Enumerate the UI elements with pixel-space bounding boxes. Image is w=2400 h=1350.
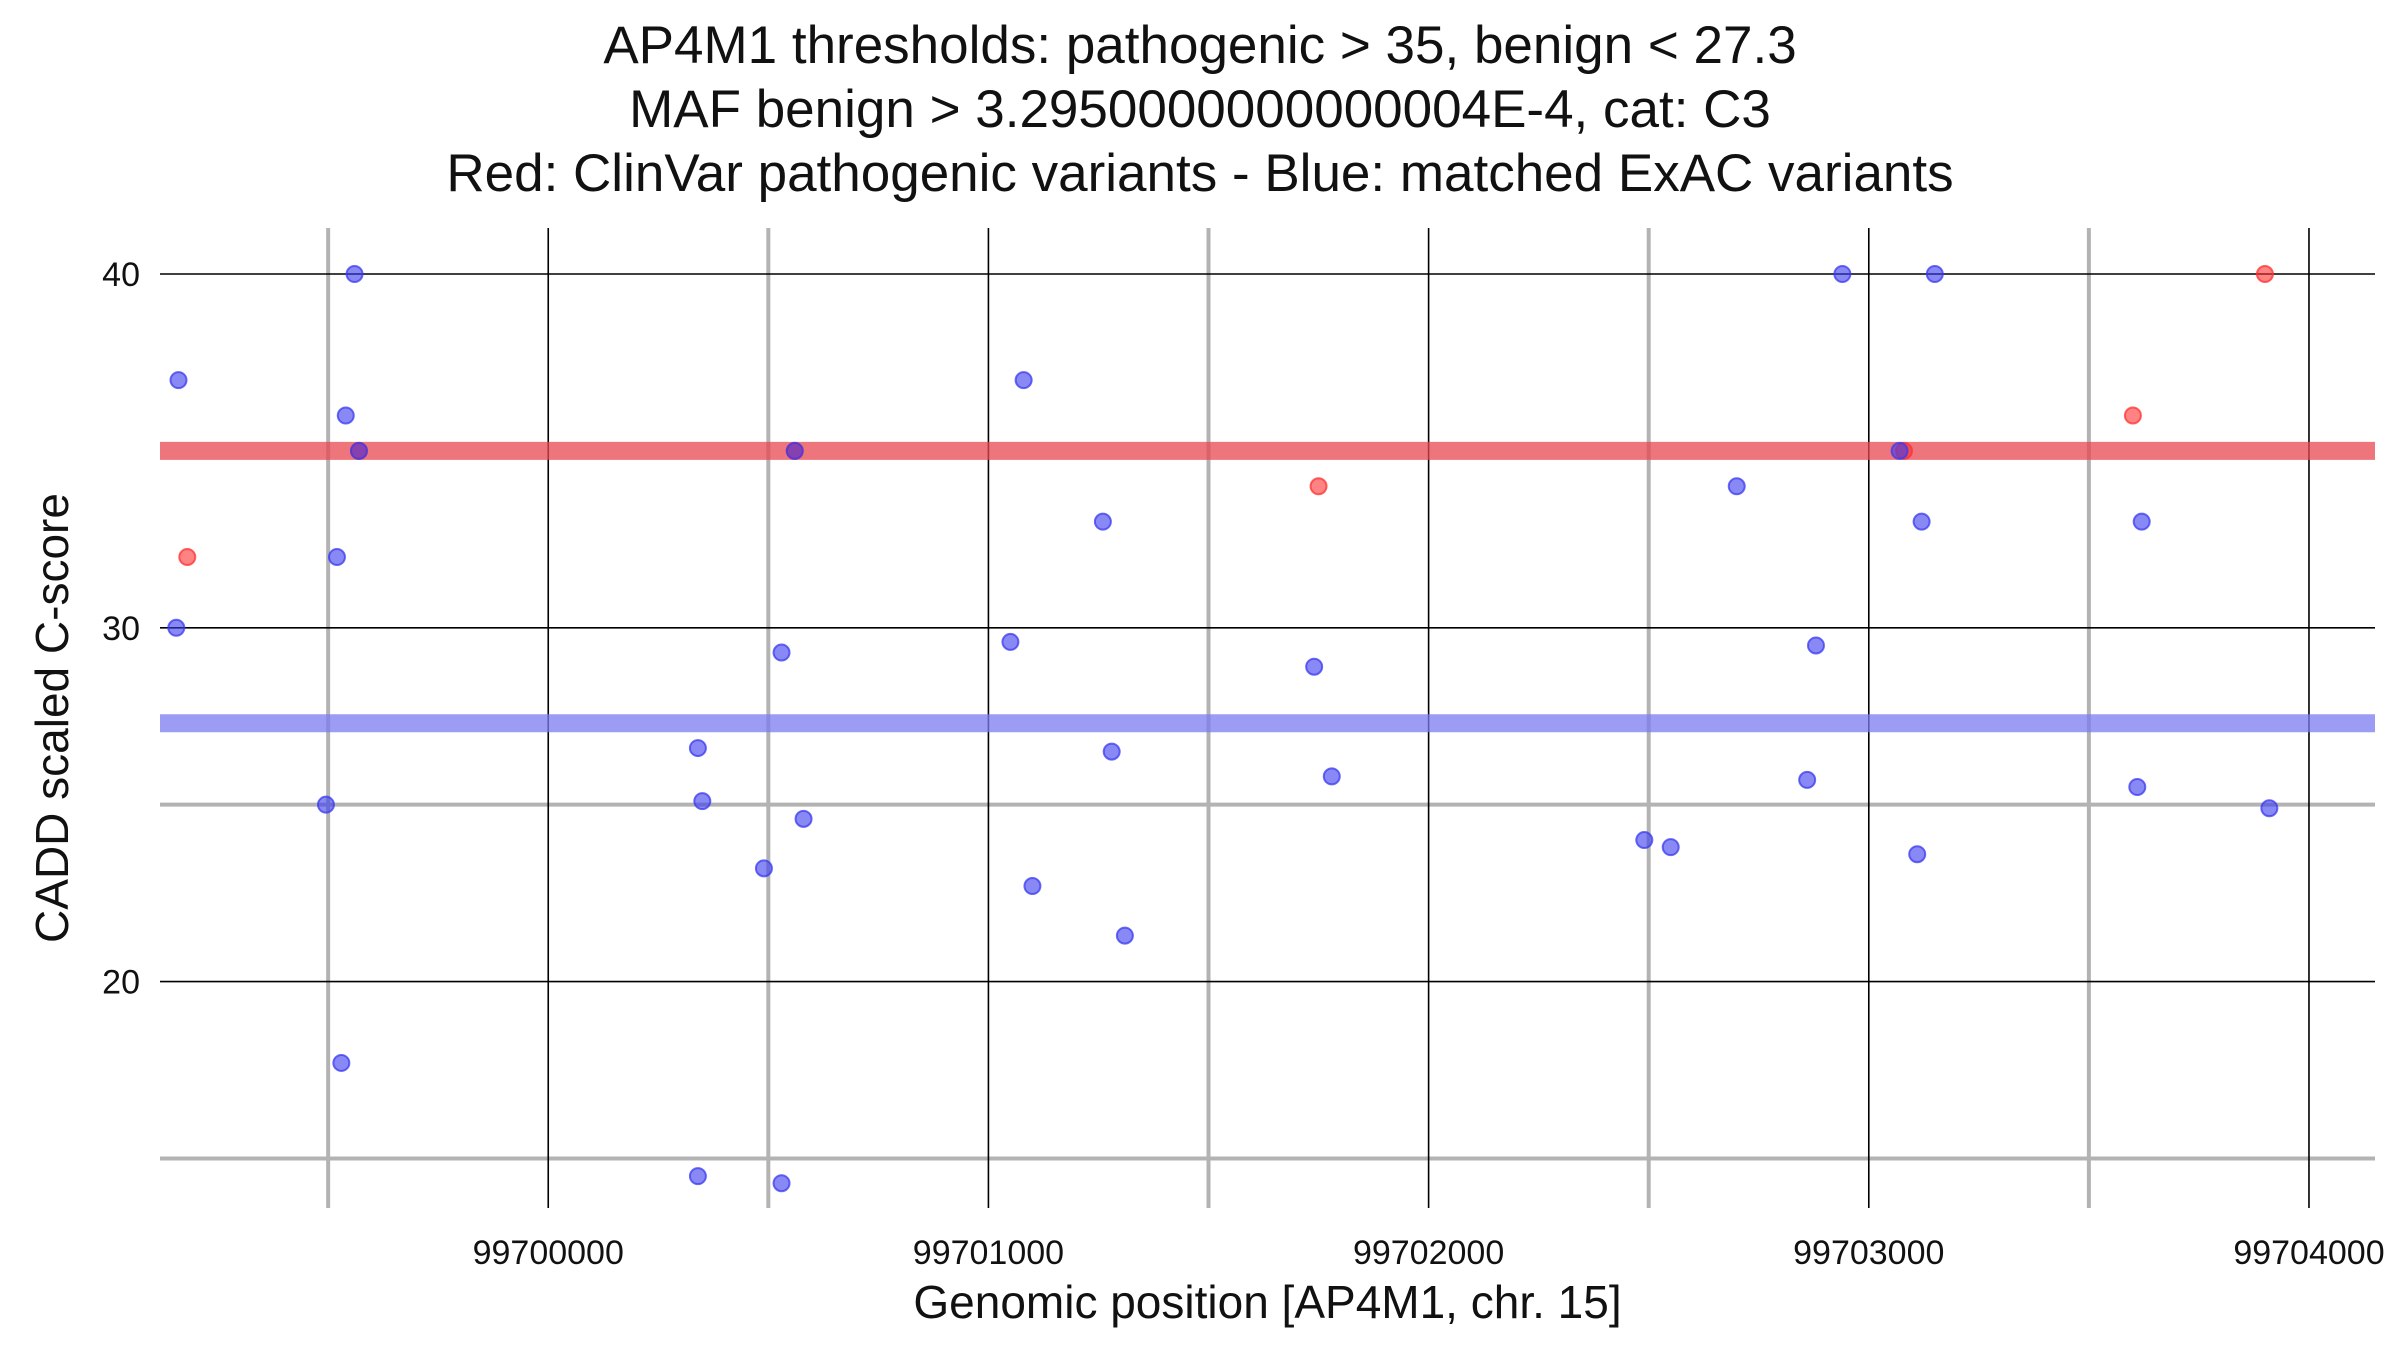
data-points xyxy=(167,264,2279,1193)
benign-point xyxy=(1305,657,1324,676)
y-tick-label: 40 xyxy=(102,256,140,294)
title-line-3: Red: ClinVar pathogenic variants - Blue:… xyxy=(446,144,1954,203)
benign-point xyxy=(693,792,712,811)
benign-point xyxy=(1798,770,1817,789)
y-axis-title: CADD scaled C-score xyxy=(26,493,78,943)
chart-title: AP4M1 thresholds: pathogenic > 35, benig… xyxy=(0,14,2400,206)
benign-point xyxy=(2128,777,2147,796)
benign-point xyxy=(1806,636,1825,655)
y-tick-label: 20 xyxy=(102,964,140,1002)
benign-point xyxy=(688,1167,707,1186)
pathogenic-point xyxy=(178,548,197,567)
benign-point xyxy=(349,441,368,460)
benign-point xyxy=(785,441,804,460)
benign-point xyxy=(332,1053,351,1072)
benign-point xyxy=(1322,767,1341,786)
benign-point xyxy=(316,795,335,814)
benign-point xyxy=(1890,441,1909,460)
threshold-lines xyxy=(160,441,2375,733)
x-tick-label: 99701000 xyxy=(913,1234,1064,1272)
title-line-1: AP4M1 thresholds: pathogenic > 35, benig… xyxy=(603,16,1797,75)
pathogenic-point xyxy=(1309,477,1328,496)
benign-point xyxy=(1014,371,1033,390)
benign-point xyxy=(1001,632,1020,651)
benign-point xyxy=(688,739,707,758)
benign-point xyxy=(327,548,346,567)
benign-point xyxy=(167,618,186,637)
x-tick-label: 99704000 xyxy=(2233,1234,2384,1272)
benign-point xyxy=(772,643,791,662)
x-tick-label: 99700000 xyxy=(473,1234,624,1272)
benign-point xyxy=(2260,799,2279,818)
pathogenic-point xyxy=(2255,264,2274,283)
pathogenic-point xyxy=(2123,406,2142,425)
benign-point xyxy=(336,406,355,425)
benign-point xyxy=(1635,831,1654,850)
benign-point xyxy=(1093,512,1112,531)
benign-point xyxy=(2132,512,2151,531)
x-tick-label: 99703000 xyxy=(1793,1234,1944,1272)
benign-point xyxy=(1833,264,1852,283)
benign-point xyxy=(169,371,188,390)
benign-point xyxy=(1912,512,1931,531)
benign-point xyxy=(1908,845,1927,864)
benign-point xyxy=(345,264,364,283)
benign-point xyxy=(772,1174,791,1193)
benign-point xyxy=(754,859,773,878)
title-line-2: MAF benign > 3.2950000000000004E-4, cat:… xyxy=(629,80,1771,139)
benign-point xyxy=(1661,838,1680,857)
y-axis-ticks: 20 30 40 xyxy=(102,256,140,1002)
benign-point xyxy=(1102,742,1121,761)
benign-point xyxy=(1023,877,1042,896)
benign-point xyxy=(1727,477,1746,496)
x-axis-title: Genomic position [AP4M1, chr. 15] xyxy=(913,1276,1621,1328)
x-tick-label: 99702000 xyxy=(1353,1234,1504,1272)
x-axis-ticks: 99700000 99701000 99702000 99703000 99704000 xyxy=(473,1234,2385,1272)
y-tick-label: 30 xyxy=(102,610,140,648)
benign-point xyxy=(794,809,813,828)
benign-point xyxy=(1925,264,1944,283)
benign-point xyxy=(1115,926,1134,945)
